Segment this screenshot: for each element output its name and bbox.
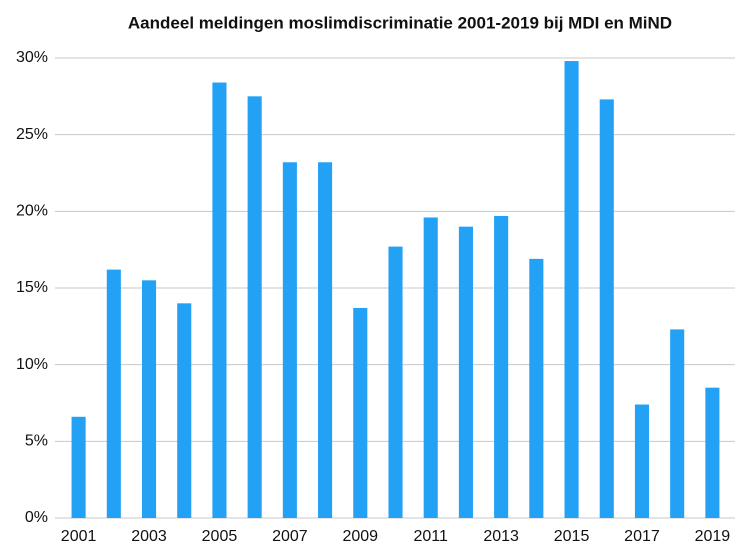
y-tick-label: 5% <box>25 433 48 450</box>
x-tick-label: 2009 <box>342 528 378 545</box>
bar <box>423 217 438 518</box>
bar <box>634 404 650 518</box>
y-tick-label: 0% <box>25 509 48 526</box>
x-tick-label: 2001 <box>61 528 97 545</box>
bar <box>599 99 614 519</box>
y-tick-label: 15% <box>16 279 48 296</box>
bar <box>318 162 333 518</box>
y-tick-label: 20% <box>16 203 48 220</box>
bar <box>705 387 720 518</box>
bar <box>106 269 121 518</box>
y-tick-label: 25% <box>16 126 48 143</box>
x-tick-label: 2011 <box>414 528 449 545</box>
bar <box>212 82 227 519</box>
bar <box>529 258 544 518</box>
x-tick-label: 2007 <box>272 528 308 545</box>
bar <box>353 307 368 518</box>
chart-title: Aandeel meldingen moslimdiscriminatie 20… <box>128 13 672 32</box>
bar <box>282 162 297 518</box>
bar <box>247 96 262 518</box>
bar <box>564 61 579 519</box>
bar <box>71 416 86 518</box>
x-tick-label: 2019 <box>695 528 731 545</box>
bar <box>494 215 509 518</box>
y-tick-label: 30% <box>16 49 48 66</box>
x-tick-label: 2017 <box>624 528 660 545</box>
y-tick-label: 10% <box>16 356 48 373</box>
bar <box>141 280 157 518</box>
bar <box>670 329 685 518</box>
bar <box>388 246 403 518</box>
bar <box>177 303 192 518</box>
x-tick-label: 2003 <box>131 528 167 545</box>
x-tick-label: 2015 <box>554 528 590 545</box>
x-tick-label: 2013 <box>483 528 519 545</box>
x-tick-label: 2005 <box>202 528 238 545</box>
bar <box>458 226 473 518</box>
